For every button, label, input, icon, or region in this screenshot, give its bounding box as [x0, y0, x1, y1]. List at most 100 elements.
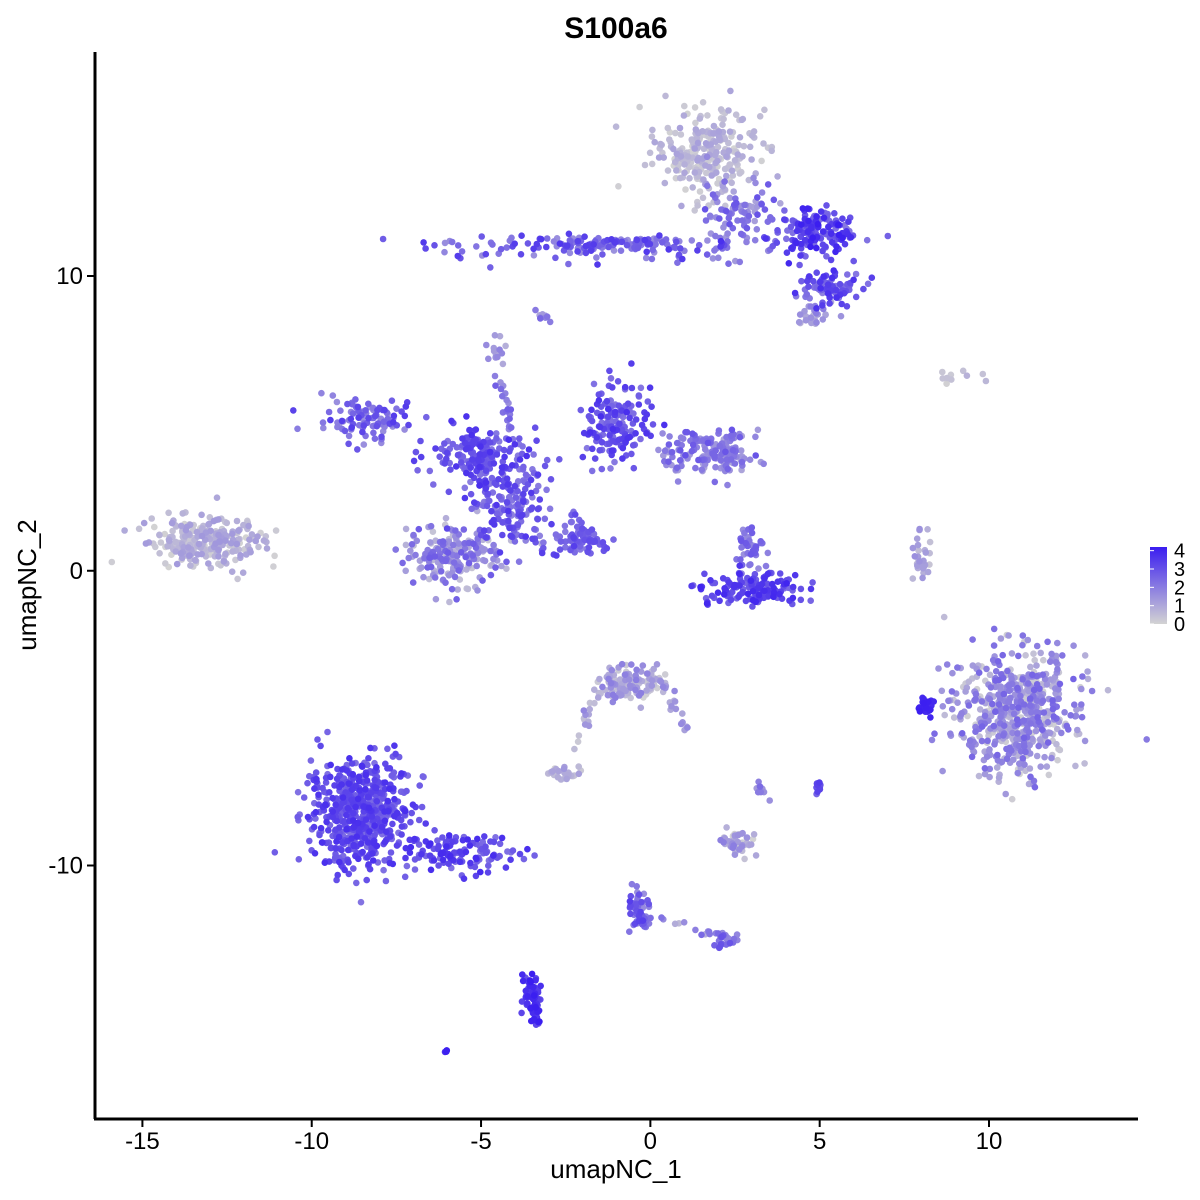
- cell-point: [536, 496, 544, 503]
- cell-point: [570, 534, 577, 541]
- cell-point: [482, 479, 490, 486]
- cell-point: [448, 417, 455, 425]
- cell-point: [604, 413, 612, 421]
- cell-point: [739, 217, 746, 224]
- cell-point: [978, 698, 986, 705]
- cell-point: [495, 493, 503, 500]
- cell-point: [715, 427, 723, 434]
- cell-point: [514, 521, 522, 529]
- cell-point: [427, 522, 435, 530]
- cell-point: [321, 859, 329, 866]
- cell-point: [1020, 717, 1028, 724]
- cell-point: [410, 457, 418, 465]
- cell-point: [1030, 650, 1037, 657]
- cell-point: [776, 570, 784, 577]
- cell-point: [785, 260, 793, 267]
- cell-point: [329, 794, 336, 802]
- cell-point: [688, 136, 695, 143]
- cell-point: [456, 858, 464, 866]
- cell-point: [563, 775, 570, 783]
- cell-point: [499, 531, 506, 539]
- cell-point: [459, 435, 466, 442]
- cell-point: [813, 309, 820, 317]
- cell-point: [142, 540, 150, 547]
- cell-point: [486, 439, 494, 446]
- cell-point: [573, 523, 581, 531]
- cell-point: [427, 840, 434, 847]
- cell-point: [798, 240, 805, 248]
- cell-point: [519, 971, 526, 978]
- cell-point: [755, 565, 762, 572]
- cell-point: [789, 594, 797, 602]
- cell-point: [290, 407, 297, 414]
- cell-point: [443, 1047, 451, 1054]
- cell-point: [627, 694, 634, 702]
- cell-point: [121, 527, 128, 534]
- cell-point: [388, 397, 396, 405]
- cell-point: [638, 421, 646, 429]
- cell-point: [603, 397, 611, 405]
- cell-point: [1024, 680, 1032, 687]
- cell-point: [343, 811, 350, 819]
- cell-point: [845, 218, 852, 225]
- cell-point: [635, 891, 643, 898]
- cell-point: [402, 567, 410, 575]
- cell-point: [429, 528, 437, 535]
- cell-point: [452, 527, 459, 534]
- cell-point: [367, 744, 374, 752]
- cell-point: [688, 582, 695, 590]
- cell-point: [810, 277, 817, 285]
- cell-point: [576, 530, 584, 537]
- x-tick-label: -5: [470, 1128, 491, 1155]
- cell-point: [938, 687, 946, 695]
- cell-point: [506, 448, 513, 455]
- cell-point: [482, 467, 490, 475]
- cell-point: [587, 247, 595, 254]
- cell-point: [751, 217, 758, 225]
- cell-point: [162, 560, 169, 567]
- cell-point: [345, 859, 352, 866]
- cell-point: [1078, 713, 1086, 721]
- cell-point: [850, 276, 857, 284]
- cell-point: [386, 765, 394, 772]
- cell-point: [1053, 740, 1060, 748]
- cell-point: [525, 446, 533, 453]
- cell-point: [626, 928, 633, 935]
- cell-point: [924, 568, 932, 576]
- cell-point: [586, 429, 594, 436]
- cell-point: [642, 254, 650, 262]
- cell-point: [736, 433, 744, 441]
- cell-point: [681, 102, 688, 110]
- cell-point: [237, 552, 244, 559]
- cell-point: [543, 313, 551, 321]
- cell-point: [713, 149, 720, 156]
- cell-point: [355, 777, 363, 785]
- cell-point: [1043, 763, 1051, 770]
- cell-point: [334, 871, 342, 879]
- cell-point: [725, 214, 733, 222]
- cell-point: [410, 531, 417, 539]
- cell-point: [705, 163, 713, 171]
- cell-point: [711, 452, 718, 459]
- cell-point: [388, 772, 396, 779]
- cell-point: [354, 819, 362, 827]
- cell-point: [797, 585, 805, 593]
- cell-point: [191, 556, 199, 564]
- cell-point: [748, 529, 756, 537]
- cell-point: [380, 418, 388, 426]
- cell-point: [585, 722, 593, 730]
- cell-point: [588, 467, 596, 475]
- cell-point: [327, 761, 335, 769]
- cell-point: [717, 106, 725, 113]
- cell-point: [457, 459, 465, 466]
- cell-point: [1000, 690, 1008, 698]
- cell-point: [382, 828, 390, 835]
- cell-point: [1017, 692, 1024, 700]
- cell-point: [1084, 675, 1092, 683]
- cell-point: [798, 277, 805, 285]
- cell-point: [326, 789, 333, 796]
- cell-point: [837, 312, 845, 320]
- cell-point: [680, 112, 688, 119]
- cell-point: [227, 539, 235, 547]
- cell-point: [741, 855, 748, 863]
